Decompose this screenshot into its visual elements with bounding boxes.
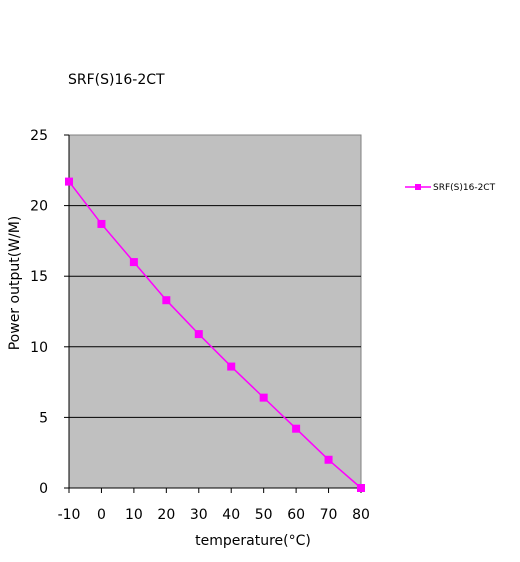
y-tick-label: 0	[39, 481, 48, 497]
data-point	[194, 330, 203, 339]
legend-entry: SRF(S)16-2CT	[433, 183, 496, 193]
data-point	[357, 484, 365, 492]
x-tick-label: 10	[125, 507, 143, 523]
y-tick-label: 10	[30, 340, 48, 356]
plot-area	[68, 134, 362, 489]
y-tick-label: 20	[30, 199, 48, 215]
x-tick-label: 60	[287, 507, 305, 523]
x-tick-label: 80	[352, 507, 370, 523]
data-point	[259, 393, 268, 402]
x-tick-label: 70	[320, 507, 338, 523]
y-tick-label: 25	[30, 128, 48, 144]
x-tick-labels: -10 0 10 20 30 40 50 60 70 80	[58, 507, 370, 523]
gridlines	[69, 205, 361, 418]
y-tick-label: 15	[30, 269, 48, 285]
x-tick-label: 40	[222, 507, 240, 523]
y-axis-label: Power output(W/M)	[7, 216, 23, 351]
series-markers	[65, 177, 365, 492]
legend-marker	[415, 184, 421, 190]
y-tick-label: 5	[39, 410, 48, 426]
data-point	[65, 177, 73, 186]
x-tick-label: 50	[255, 507, 273, 523]
series-line	[68, 181, 362, 489]
data-point	[227, 362, 236, 371]
chart-title: SRF(S)16-2CT	[68, 72, 165, 88]
x-tick-label: 20	[157, 507, 175, 523]
data-point	[129, 258, 138, 267]
data-point	[324, 455, 333, 464]
x-tick-label: -10	[58, 507, 81, 523]
x-tick-label: 0	[97, 507, 106, 523]
data-point	[97, 219, 106, 228]
legend: SRF(S)16-2CT	[405, 183, 496, 193]
data-point	[292, 424, 301, 433]
data-point	[162, 296, 171, 305]
x-axis-label: temperature(°C)	[195, 533, 311, 549]
y-tick-labels: 0 5 10 15 20 25	[30, 128, 48, 497]
axes	[64, 134, 362, 493]
x-tick-label: 30	[190, 507, 208, 523]
